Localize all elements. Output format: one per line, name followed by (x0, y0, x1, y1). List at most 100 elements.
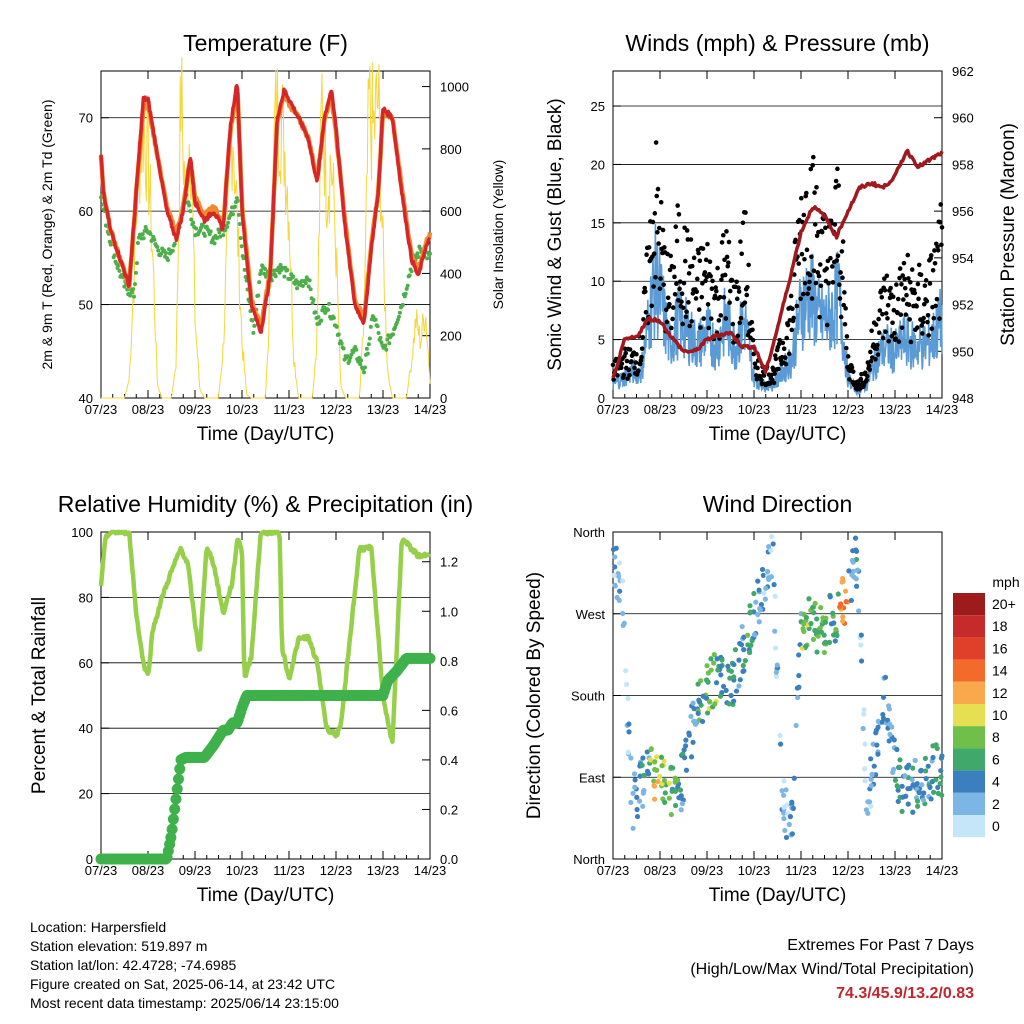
gust-point (835, 253, 841, 259)
y-tick-label: 15 (591, 216, 605, 231)
direction-point (758, 601, 765, 608)
gust-point (734, 279, 739, 285)
gust-point (847, 377, 852, 382)
gust-point (858, 376, 864, 382)
dewpoint-point (415, 251, 420, 256)
direction-point (820, 615, 826, 621)
direction-point (822, 619, 829, 625)
direction-point (830, 610, 836, 616)
gust-point (883, 329, 888, 335)
gust-point (783, 361, 789, 367)
dewpoint-point (407, 273, 412, 278)
direction-point (814, 649, 820, 655)
direction-point (852, 535, 859, 541)
panel-1: 07/23 08/23 09/23 10/23 11/23 12/23 13/23 14/23… (39, 30, 506, 445)
gust-point (672, 274, 677, 280)
dewpoint-point (395, 317, 400, 322)
direction-point (904, 765, 910, 771)
dewpoint-point (384, 347, 389, 352)
gust-point (658, 199, 664, 205)
legend-swatch (953, 792, 985, 815)
dewpoint-point (310, 301, 315, 306)
gust-point (796, 261, 802, 266)
dewpoint-point (241, 256, 246, 261)
gust-point (701, 316, 706, 321)
y-tick-label: 0 (598, 391, 605, 406)
y2-tick-label: 400 (440, 266, 462, 281)
dewpoint-point (225, 224, 230, 229)
gust-point (615, 373, 620, 378)
x-tick-label: 14/23 (926, 863, 959, 878)
gust-point (812, 190, 817, 195)
gust-point (626, 367, 632, 373)
dewpoint-point (200, 223, 205, 228)
direction-point (690, 700, 696, 706)
y-tick-label: 20 (79, 787, 93, 802)
direction-point (680, 751, 686, 757)
gust-point (703, 257, 709, 263)
direction-point (771, 582, 777, 588)
dewpoint-point (152, 237, 157, 242)
y-axis-label: Sonic Wind & Gust (Blue, Black) (545, 98, 566, 370)
direction-point (925, 763, 931, 769)
legend-label: 16 (992, 640, 1008, 656)
gust-point (811, 268, 817, 274)
direction-point (751, 632, 758, 638)
gust-point (914, 304, 919, 309)
gust-point (937, 219, 943, 225)
dewpoint-point (250, 318, 255, 323)
direction-point (678, 807, 684, 813)
gust-point (637, 361, 643, 367)
gust-point (703, 278, 708, 284)
gust-point (802, 280, 808, 286)
gust-point (806, 286, 812, 291)
legend-title: mph (992, 574, 1019, 590)
direction-point (903, 793, 909, 799)
y-tick-label: 60 (79, 656, 93, 671)
direction-point (745, 642, 751, 648)
direction-point (854, 583, 860, 589)
dewpoint-point (133, 270, 138, 275)
gust-point (885, 302, 891, 308)
dewpoint-point (221, 233, 226, 238)
gust-point (907, 317, 912, 322)
gust-point (689, 319, 694, 324)
direction-point (769, 533, 775, 540)
direction-point (789, 799, 795, 805)
gust-point (727, 300, 732, 305)
dewpoint-point (131, 294, 136, 299)
legend-swatch (953, 770, 985, 793)
gust-point (683, 314, 689, 320)
direction-point (822, 639, 829, 645)
legend-swatch (953, 593, 985, 616)
gust-point (750, 337, 756, 343)
gust-point (905, 252, 911, 258)
gust-point (685, 237, 691, 242)
y-tick-label: 40 (79, 391, 93, 406)
y2-tick-label: 0 (440, 391, 447, 406)
gust-point (624, 358, 630, 364)
dewpoint-point (391, 332, 396, 337)
direction-point (828, 621, 835, 627)
gust-point (895, 296, 901, 302)
gust-point (920, 331, 925, 336)
direction-point (933, 777, 939, 783)
direction-point (795, 694, 801, 701)
direction-point (718, 672, 724, 678)
direction-point (853, 556, 860, 563)
gust-point (898, 312, 904, 318)
direction-point (772, 593, 778, 599)
direction-point (875, 751, 881, 757)
direction-point (892, 777, 899, 783)
direction-point (712, 701, 718, 707)
gust-point (830, 280, 836, 285)
gust-point (705, 241, 710, 247)
direction-point (683, 743, 689, 749)
direction-point (909, 777, 915, 783)
station-info: Location: Harpersfield Station elevation… (30, 918, 339, 1013)
direction-point (873, 727, 880, 733)
gust-point (668, 253, 673, 259)
gust-point (634, 351, 639, 357)
precip-point (166, 823, 178, 835)
gust-point (726, 239, 732, 245)
